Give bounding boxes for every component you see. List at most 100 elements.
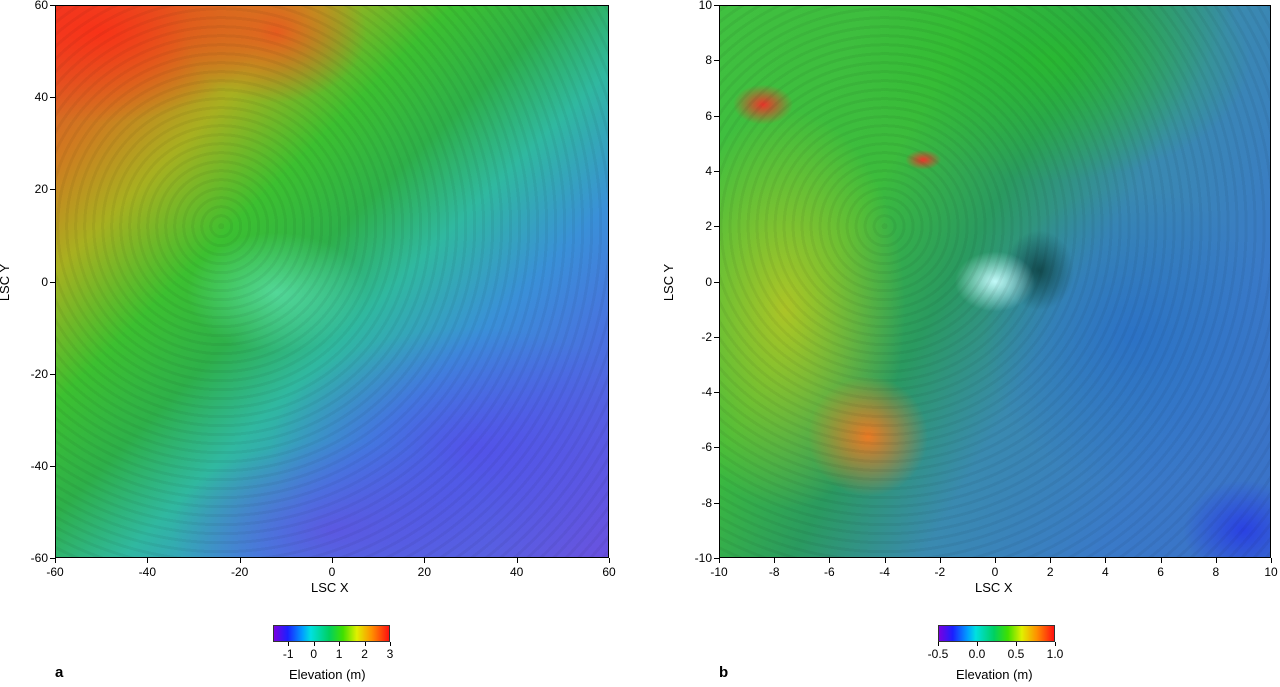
- y-tick-label-b: 4: [705, 163, 712, 178]
- x-tick-label-b: 2: [1046, 565, 1054, 579]
- x-tick-a: [516, 558, 518, 563]
- colorbar-label-b: Elevation (m): [956, 667, 1033, 682]
- x-tick-label-b: 6: [1157, 565, 1164, 579]
- colorbar-tick-label-a: 1: [335, 647, 343, 661]
- x-tick-b: [1160, 558, 1162, 563]
- x-tick-label-b: -8: [768, 565, 780, 579]
- colorbar-tick-label-b: 0.5: [1007, 647, 1025, 661]
- y-tick-label-b: -4: [701, 385, 712, 400]
- y-tick-label-b: 0: [705, 274, 712, 289]
- x-tick-label-b: 8: [1212, 565, 1220, 579]
- y-tick-b: [714, 502, 719, 504]
- x-tick-label-b: -10: [710, 565, 728, 579]
- elevation-map-a: [55, 5, 609, 558]
- y-axis-label-b: LSC Y: [661, 263, 677, 302]
- colorbar-tick-label-a: 3: [386, 647, 394, 661]
- colorbar-tick-a: [288, 642, 290, 646]
- x-tick-label-b: -2: [934, 565, 946, 579]
- y-axis-label-a: LSC Y: [0, 264, 13, 302]
- colorbar-a: [273, 625, 390, 642]
- x-tick-b: [719, 558, 720, 563]
- x-tick-label-a: -20: [230, 565, 249, 579]
- x-axis-label-b: LSC X: [975, 580, 1013, 595]
- x-tick-a: [55, 558, 56, 563]
- y-tick-b: [714, 170, 719, 172]
- x-tick-a: [147, 558, 149, 563]
- x-tick-a: [609, 558, 610, 563]
- x-tick-label-a: 0: [328, 565, 336, 579]
- x-tick-a: [239, 558, 241, 563]
- y-tick-label-b: 8: [705, 53, 712, 68]
- y-tick-b: [714, 226, 719, 228]
- y-tick-b: [714, 558, 719, 559]
- y-tick-label-b: -2: [701, 329, 712, 344]
- colorbar-tick-b: [1055, 642, 1056, 646]
- colorbar-label-a: Elevation (m): [289, 667, 366, 682]
- colorbar-tick-label-a: 0: [310, 647, 318, 661]
- x-tick-label-b: 0: [991, 565, 999, 579]
- x-tick-b: [1215, 558, 1217, 563]
- y-tick-label-a: -40: [30, 458, 48, 473]
- x-tick-a: [332, 558, 333, 563]
- y-tick-label-a: 40: [34, 90, 48, 105]
- colorbar-tick-a: [390, 642, 391, 646]
- y-tick-a: [50, 558, 55, 559]
- colorbar-tick-b: [1016, 642, 1017, 646]
- colorbar-tick-a: [313, 642, 315, 646]
- colorbar-tick-label-a: -1: [282, 647, 294, 661]
- y-tick-label-b: 6: [705, 108, 712, 123]
- colorbar-tick-a: [364, 642, 366, 646]
- x-tick-label-a: -60: [46, 565, 64, 579]
- panel-label-b: b: [719, 664, 729, 681]
- x-tick-label-a: 40: [509, 565, 524, 579]
- y-tick-b: [714, 447, 719, 449]
- x-tick-b: [774, 558, 776, 563]
- x-tick-b: [995, 558, 996, 563]
- x-tick-label-a: 20: [417, 565, 431, 579]
- y-tick-label-a: -20: [30, 366, 48, 381]
- x-tick-label-b: 10: [1264, 565, 1278, 579]
- colorbar-tick-label-b: 1.0: [1046, 647, 1064, 661]
- y-tick-a: [50, 5, 55, 6]
- y-tick-label-b: -8: [701, 495, 712, 510]
- y-tick-b: [714, 60, 719, 62]
- y-tick-label-b: -6: [701, 440, 712, 455]
- y-tick-label-a: -60: [30, 551, 48, 565]
- x-tick-b: [1105, 558, 1107, 563]
- colorbar-tick-label-b: 0.0: [968, 647, 986, 661]
- colorbar-tick-b: [938, 642, 939, 646]
- y-tick-label-b: 2: [705, 219, 712, 234]
- y-tick-label-a: 0: [41, 274, 48, 289]
- y-tick-b: [714, 392, 719, 394]
- x-tick-label-b: -4: [879, 565, 890, 579]
- colorbar-tick-label-a: 2: [361, 647, 368, 661]
- colorbar-tick-label-b: -0.5: [927, 647, 949, 661]
- x-tick-b: [939, 558, 941, 563]
- y-tick-label-a: 60: [34, 0, 48, 12]
- y-tick-label-a: 20: [34, 182, 48, 197]
- x-tick-a: [424, 558, 426, 563]
- x-tick-label-a: -40: [138, 565, 156, 579]
- y-tick-a: [50, 189, 55, 191]
- x-tick-b: [1050, 558, 1052, 563]
- y-tick-label-b: 10: [698, 0, 712, 12]
- y-tick-b: [714, 115, 719, 117]
- panel-label-a: a: [55, 664, 64, 681]
- y-tick-a: [50, 465, 55, 467]
- y-tick-label-b: -10: [694, 551, 712, 565]
- colorbar-tick-a: [339, 642, 341, 646]
- y-tick-b: [714, 336, 719, 338]
- x-tick-label-b: 4: [1102, 565, 1109, 579]
- colorbar-b: [938, 625, 1055, 642]
- x-tick-b: [829, 558, 831, 563]
- x-axis-label-a: LSC X: [311, 580, 349, 595]
- colorbar-tick-b: [977, 642, 978, 646]
- y-tick-a: [50, 373, 55, 375]
- y-tick-b: [714, 5, 719, 6]
- x-tick-label-a: 60: [602, 565, 616, 579]
- x-tick-b: [884, 558, 886, 563]
- y-tick-a: [50, 97, 55, 99]
- elevation-map-b: [719, 5, 1271, 558]
- x-tick-b: [1271, 558, 1272, 563]
